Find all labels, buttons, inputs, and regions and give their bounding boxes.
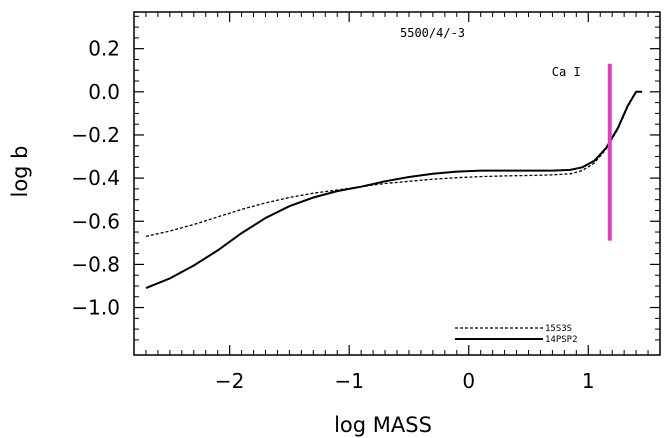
legend-label-15s3s: 15S3S: [545, 324, 572, 334]
y-tick-label: −0.8: [71, 252, 120, 276]
y-tick-label: 0.0: [88, 80, 120, 104]
y-tick-label: −0.6: [71, 209, 120, 233]
plot-frame: [133, 11, 661, 356]
x-tick-label: 1: [582, 369, 595, 393]
series-line-15s3s: [145, 91, 643, 238]
series-line-14psp2: [145, 90, 643, 290]
y-tick-label: −0.2: [71, 123, 120, 147]
ca-line-label: Ca I: [552, 65, 581, 79]
series-layer: [145, 90, 643, 290]
y-tick-label: −0.4: [71, 166, 120, 190]
x-tick-label: −1: [334, 369, 363, 393]
x-tick-label: 0: [462, 369, 475, 393]
legend-label-14psp2: 14PSP2: [545, 335, 578, 345]
x-tick-label: −2: [215, 369, 244, 393]
chart-title: 5500/4/-3: [400, 26, 465, 40]
y-axis-label: log b: [8, 145, 32, 197]
x-axis-label: log MASS: [334, 413, 432, 437]
y-tick-label: −1.0: [71, 296, 120, 320]
ticks: [133, 12, 661, 355]
tick-labels: −2 −1 0 1 0.2 0.0 −0.2 −0.4 −0.6 −0.8 −1.0: [71, 37, 594, 393]
y-tick-label: 0.2: [88, 37, 120, 61]
